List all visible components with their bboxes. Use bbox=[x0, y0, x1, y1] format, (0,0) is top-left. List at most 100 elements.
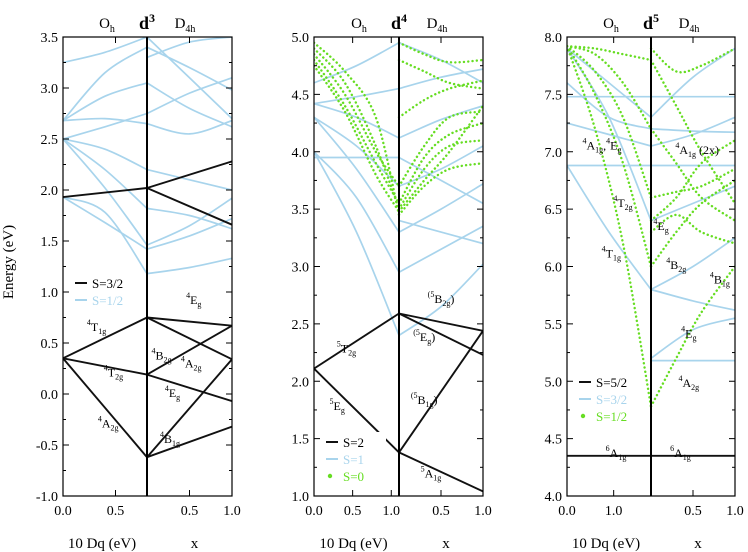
series-line-S32-7 bbox=[146, 316, 232, 361]
series-line-S32-1 bbox=[63, 316, 148, 360]
term-label: (5Eg) bbox=[413, 328, 435, 346]
series-line-S32-0 bbox=[63, 187, 148, 199]
series-line-S12-21 bbox=[567, 45, 653, 199]
right-group-label: D4h bbox=[175, 16, 196, 35]
y-tick-label: 3.5 bbox=[292, 203, 310, 218]
legend-label: S=3/2 bbox=[596, 392, 627, 407]
x-axis-label-right: x bbox=[442, 536, 450, 552]
series-line-S1-11 bbox=[314, 87, 400, 105]
y-tick-label: 6.5 bbox=[545, 203, 563, 218]
series-line-S32-11 bbox=[146, 425, 232, 459]
x-tick-label: 0.0 bbox=[305, 504, 323, 519]
y-tick-label: -1.0 bbox=[36, 490, 58, 505]
series-line-S12-17 bbox=[63, 46, 148, 122]
x-tick-label: 0.0 bbox=[54, 504, 72, 519]
y-tick-label: 5.0 bbox=[292, 31, 310, 46]
right-group-label: D4h bbox=[427, 16, 448, 35]
series-line-S0-29 bbox=[397, 139, 483, 211]
series-line-S1-7 bbox=[314, 151, 400, 273]
term-label: 6A1g bbox=[670, 444, 691, 462]
series-line-S0-30 bbox=[397, 110, 483, 188]
series-line-S0-35 bbox=[397, 41, 483, 64]
legend: S=3/2 S=1/2 bbox=[71, 273, 135, 311]
series-line-S2-5 bbox=[398, 451, 483, 493]
y-tick-label: 3.0 bbox=[292, 261, 310, 276]
term-label: 4T2g bbox=[613, 194, 632, 212]
y-tick-label: 2.5 bbox=[41, 133, 59, 148]
term-label: 5A1g bbox=[421, 465, 442, 483]
x-tick-label: 1.0 bbox=[726, 504, 744, 519]
series-line-S0-33 bbox=[397, 79, 483, 119]
term-label: 4B1g bbox=[710, 271, 730, 289]
legend-label: S=2 bbox=[343, 435, 364, 450]
panel-title: d5 bbox=[643, 11, 659, 33]
y-tick-label: 3.5 bbox=[41, 31, 59, 46]
series-line-S1-6 bbox=[314, 151, 400, 336]
series-line-S12-26 bbox=[649, 167, 735, 199]
legend: S=5/2 S=3/2 S=1/2 bbox=[575, 372, 639, 427]
series-line-S12-14 bbox=[63, 138, 148, 171]
series-line-S32-5 bbox=[146, 187, 232, 226]
series-line-S32-8 bbox=[146, 324, 232, 376]
series-line-S12-24 bbox=[146, 197, 232, 246]
series-line-S2-3 bbox=[398, 312, 483, 356]
term-label: 4T2g bbox=[104, 364, 123, 382]
x-tick-label: 0.5 bbox=[432, 504, 450, 519]
term-label: 4B1g bbox=[160, 430, 180, 448]
series-line-S32-5 bbox=[567, 122, 652, 147]
panel-title: d3 bbox=[139, 11, 155, 33]
y-tick-label: 4.0 bbox=[292, 146, 310, 161]
series-line-S1-9 bbox=[314, 116, 400, 187]
series-line-S2-0 bbox=[314, 312, 400, 370]
x-axis-label-left: 10 Dq (eV) bbox=[572, 536, 640, 552]
series-line-S12-13 bbox=[63, 138, 148, 210]
series-line-S12-28 bbox=[649, 58, 735, 205]
y-tick-label: 2.5 bbox=[292, 318, 310, 333]
series-line-S32-11 bbox=[650, 317, 735, 360]
series-line-S32-2 bbox=[567, 165, 652, 291]
series-line-S1-22 bbox=[398, 219, 483, 245]
y-tick-label: 4.0 bbox=[545, 490, 563, 505]
series-line-S32-13 bbox=[650, 185, 735, 222]
series-line-S12-20 bbox=[567, 45, 653, 268]
series-line-S32-15 bbox=[650, 116, 735, 147]
x-tick-label: 0.5 bbox=[181, 504, 199, 519]
term-label: 4A1g (2x) bbox=[675, 141, 719, 159]
chart-panel-d3: -1.0 -0.5 0.0 0.5 1.0 1.5 2.0 2.5 3.0 3.5 0.0 0.5 0.… bbox=[36, 11, 241, 552]
term-label: 4A2g bbox=[678, 374, 699, 392]
legend-swatch-dots bbox=[327, 473, 333, 479]
series-line-S32-3 bbox=[63, 357, 148, 458]
y-tick-label: 1.0 bbox=[292, 490, 310, 505]
term-label: 4B2g bbox=[666, 256, 686, 274]
y-tick-label: 5.0 bbox=[545, 375, 563, 390]
series-line-S12-29 bbox=[649, 139, 735, 222]
y-tick-label: 7.0 bbox=[545, 146, 563, 161]
series-group bbox=[567, 45, 735, 457]
series-line-S12-22 bbox=[146, 257, 232, 275]
panel-title: d4 bbox=[391, 11, 407, 33]
term-label: 4Eg bbox=[186, 291, 201, 309]
term-label: 4Eg bbox=[681, 325, 696, 343]
series-line-S12-25 bbox=[146, 207, 232, 230]
legend: S=2 S=1 S=0 bbox=[322, 432, 386, 487]
y-tick-label: 1.5 bbox=[41, 235, 59, 250]
legend-swatch-dots bbox=[580, 413, 586, 419]
series-line-S12-31 bbox=[146, 37, 232, 120]
left-group-label: Oh bbox=[99, 16, 115, 35]
series-line-S12-28 bbox=[146, 77, 232, 115]
series-line-S12-23 bbox=[567, 45, 653, 62]
y-tick-label: 4.5 bbox=[292, 88, 310, 103]
x-tick-label: 0.5 bbox=[684, 504, 702, 519]
term-label: (5B2g) bbox=[428, 290, 455, 308]
x-tick-label: 1.0 bbox=[605, 504, 623, 519]
series-line-S12-31 bbox=[649, 213, 735, 245]
term-label: 4A2g bbox=[98, 415, 119, 433]
legend-label: S=3/2 bbox=[92, 276, 123, 291]
series-line-S1-16 bbox=[398, 183, 483, 233]
legend-background bbox=[71, 273, 135, 311]
series-line-S12-18 bbox=[63, 196, 148, 250]
y-tick-label: -0.5 bbox=[36, 439, 58, 454]
series-line-S32-9 bbox=[146, 373, 232, 403]
legend-label: S=1/2 bbox=[596, 409, 627, 424]
term-label: 5T2g bbox=[337, 340, 356, 358]
